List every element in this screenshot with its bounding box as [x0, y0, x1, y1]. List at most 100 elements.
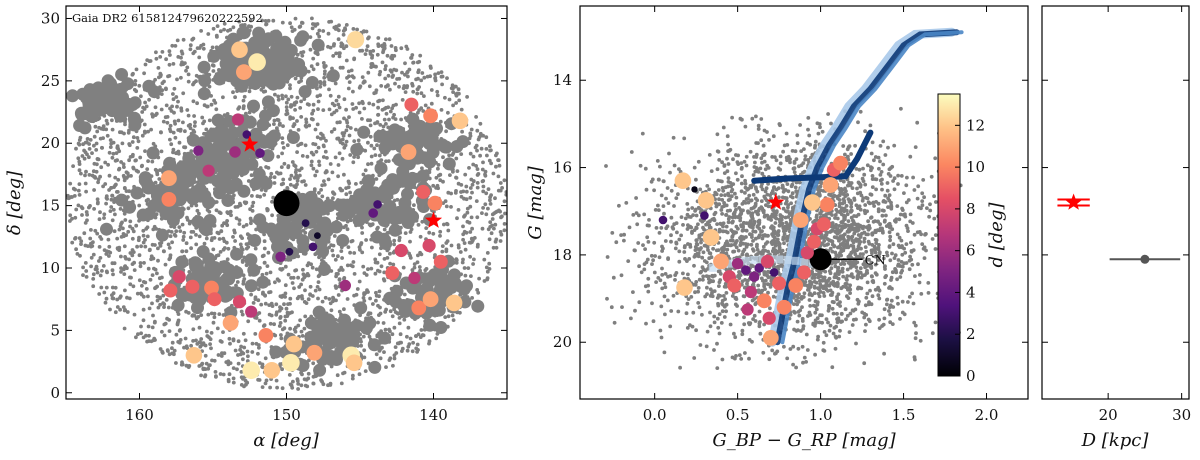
- field-point: [327, 297, 332, 301]
- field-point: [389, 55, 393, 60]
- sky-member-point: [385, 266, 400, 280]
- field-point: [248, 207, 253, 212]
- patch-blob: [325, 327, 339, 341]
- field-point: [146, 197, 151, 202]
- field-point: [236, 361, 241, 366]
- patch-blob: [379, 237, 393, 250]
- patch-blob: [166, 213, 180, 227]
- field-point: [128, 219, 133, 224]
- sky-ylabel: δ [deg]: [4, 170, 25, 235]
- field-point: [849, 205, 854, 209]
- field-point: [361, 101, 365, 106]
- field-point: [197, 211, 201, 216]
- field-point: [912, 320, 917, 325]
- field-point: [212, 315, 217, 320]
- field-point: [876, 201, 881, 206]
- field-point: [99, 285, 104, 290]
- field-point: [127, 275, 132, 280]
- sky-member-point: [232, 295, 247, 309]
- field-point: [315, 52, 320, 57]
- field-point: [303, 288, 307, 293]
- field-point: [76, 141, 81, 146]
- field-point: [281, 181, 285, 186]
- field-point: [376, 36, 381, 40]
- field-point: [125, 295, 129, 300]
- field-point: [225, 219, 230, 223]
- field-point: [97, 217, 102, 222]
- field-point: [408, 336, 413, 341]
- field-point: [124, 176, 129, 180]
- field-point: [694, 177, 698, 182]
- field-point: [235, 280, 240, 284]
- field-point: [122, 244, 127, 249]
- field-point: [366, 36, 370, 41]
- field-point: [427, 230, 432, 235]
- field-point: [450, 83, 455, 88]
- field-point: [214, 208, 219, 213]
- patch-blob: [247, 99, 260, 113]
- field-point: [359, 339, 363, 344]
- field-point: [379, 84, 384, 88]
- field-point: [221, 247, 226, 252]
- field-point: [429, 88, 434, 92]
- field-point: [170, 104, 175, 109]
- field-point: [194, 338, 198, 343]
- field-point: [305, 263, 310, 268]
- field-point: [78, 253, 82, 258]
- field-point: [331, 253, 336, 258]
- field-point: [310, 111, 314, 116]
- patch-blob: [416, 169, 430, 183]
- field-point: [139, 244, 144, 249]
- field-point: [98, 273, 103, 278]
- field-point: [256, 298, 261, 303]
- field-point: [218, 211, 223, 216]
- field-point: [113, 310, 118, 315]
- field-point: [480, 226, 485, 231]
- field-point: [336, 163, 341, 167]
- field-point: [289, 94, 294, 99]
- sky-target-marker: [273, 190, 300, 217]
- field-point: [92, 174, 96, 179]
- field-point: [320, 299, 325, 304]
- field-point: [331, 54, 336, 58]
- field-point: [203, 353, 208, 358]
- field-point: [186, 72, 191, 77]
- field-point: [124, 189, 129, 194]
- patch-blob: [342, 206, 355, 220]
- field-point: [820, 129, 825, 134]
- field-point: [307, 123, 312, 128]
- field-point: [299, 329, 304, 334]
- field-point: [368, 123, 373, 128]
- field-point: [791, 362, 795, 367]
- field-point: [371, 302, 375, 306]
- field-point: [170, 340, 175, 345]
- field-point: [292, 286, 296, 291]
- field-point: [433, 253, 437, 257]
- field-point: [934, 200, 938, 204]
- field-point: [469, 215, 474, 220]
- field-point: [443, 315, 448, 319]
- field-point: [308, 47, 313, 52]
- field-point: [504, 190, 507, 194]
- field-point: [446, 110, 450, 115]
- patch-blob: [329, 220, 343, 234]
- field-point: [329, 112, 334, 117]
- field-point: [470, 240, 474, 245]
- field-point: [152, 320, 157, 325]
- field-point: [403, 90, 408, 94]
- field-point: [722, 171, 727, 176]
- field-point: [361, 296, 366, 300]
- field-point: [82, 156, 87, 161]
- field-point: [435, 93, 440, 98]
- field-point: [477, 276, 481, 281]
- field-point: [499, 215, 503, 220]
- field-point: [272, 322, 276, 327]
- field-point: [212, 98, 217, 103]
- field-point: [137, 278, 142, 283]
- field-point: [282, 161, 287, 166]
- field-point: [290, 29, 295, 33]
- field-point: [356, 138, 361, 143]
- field-point: [184, 249, 189, 254]
- field-point: [411, 89, 416, 94]
- field-point: [355, 27, 359, 32]
